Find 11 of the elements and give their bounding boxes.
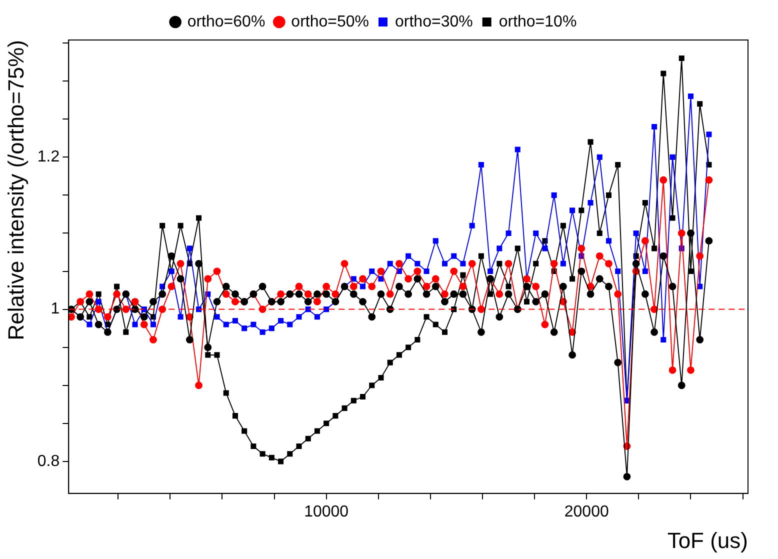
legend-label: ortho=30%	[395, 13, 473, 30]
x-tick-label: 20000	[564, 503, 609, 520]
x-axis-title: ToF (us)	[667, 528, 748, 553]
legend-label: ortho=60%	[187, 13, 266, 30]
y-tick-label: 1.2	[37, 148, 60, 166]
y-tick-label: 1	[50, 300, 60, 318]
y-axis-title: Relative intensity (/ortho=75%)	[3, 40, 28, 340]
legend-label: ortho=50%	[291, 13, 370, 30]
x-tick-label: 10000	[304, 503, 349, 520]
y-tick-label: 0.8	[37, 452, 60, 470]
legend-label: ortho=10%	[498, 13, 577, 30]
